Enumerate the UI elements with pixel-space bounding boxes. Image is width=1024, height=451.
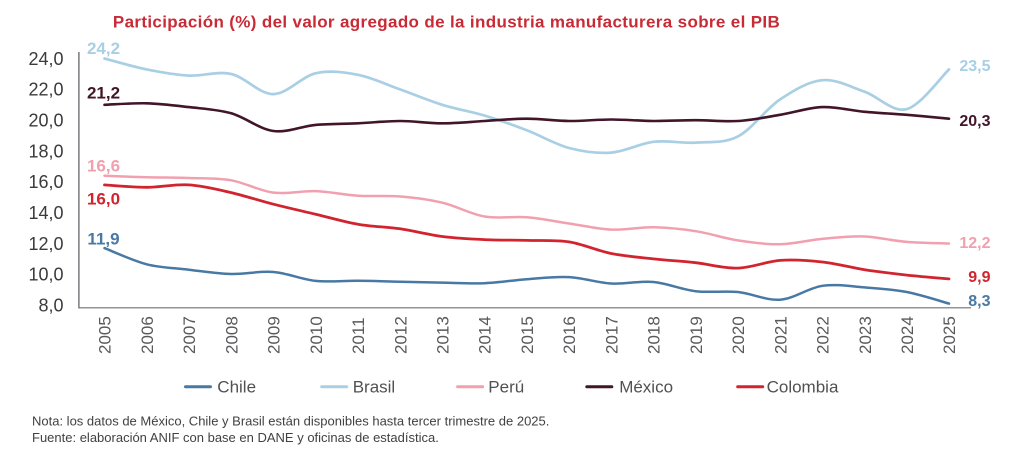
svg-text:2015: 2015	[518, 316, 537, 354]
svg-text:2011: 2011	[349, 317, 368, 354]
svg-text:2005: 2005	[96, 316, 115, 354]
svg-text:8,3: 8,3	[968, 293, 990, 310]
svg-text:2016: 2016	[560, 316, 579, 354]
svg-text:23,5: 23,5	[959, 58, 990, 75]
svg-text:11,9: 11,9	[87, 230, 119, 249]
svg-text:Perú: Perú	[488, 378, 524, 397]
svg-text:Fuente: elaboración ANIF con b: Fuente: elaboración ANIF con base en DAN…	[32, 430, 439, 445]
svg-text:Brasil: Brasil	[353, 378, 396, 397]
svg-text:16,0: 16,0	[28, 172, 63, 192]
svg-text:18,0: 18,0	[28, 141, 63, 161]
svg-text:20,0: 20,0	[28, 111, 63, 131]
svg-text:Nota: los datos de México, Chi: Nota: los datos de México, Chile y Brasi…	[32, 414, 549, 429]
svg-text:2006: 2006	[138, 316, 157, 354]
svg-text:22,0: 22,0	[28, 80, 63, 100]
svg-text:16,0: 16,0	[87, 189, 120, 208]
svg-text:México: México	[619, 378, 673, 397]
svg-text:2024: 2024	[898, 316, 917, 354]
svg-text:2010: 2010	[307, 316, 326, 354]
svg-text:12,2: 12,2	[959, 235, 990, 252]
svg-text:9,9: 9,9	[968, 269, 990, 286]
svg-text:2023: 2023	[856, 316, 875, 354]
svg-text:24,2: 24,2	[87, 39, 120, 58]
svg-text:2021: 2021	[771, 316, 790, 354]
svg-text:2022: 2022	[814, 316, 833, 354]
svg-text:8,0: 8,0	[38, 295, 63, 315]
svg-text:2019: 2019	[687, 316, 706, 354]
svg-text:2017: 2017	[602, 316, 621, 354]
svg-text:2013: 2013	[434, 316, 453, 354]
svg-text:2009: 2009	[265, 316, 284, 354]
svg-text:2007: 2007	[180, 316, 199, 354]
svg-text:Chile: Chile	[217, 378, 256, 397]
svg-text:21,2: 21,2	[87, 84, 120, 103]
svg-text:2020: 2020	[729, 316, 748, 354]
svg-text:Colombia: Colombia	[767, 378, 839, 397]
svg-text:2018: 2018	[645, 316, 664, 354]
svg-text:2014: 2014	[476, 316, 495, 354]
svg-text:12,0: 12,0	[28, 234, 63, 254]
svg-text:20,3: 20,3	[959, 113, 990, 130]
svg-text:Participación (%) del valor ag: Participación (%) del valor agregado de …	[113, 13, 780, 32]
svg-text:16,6: 16,6	[87, 157, 120, 176]
svg-text:2012: 2012	[391, 316, 410, 354]
svg-text:2008: 2008	[222, 316, 241, 354]
svg-text:10,0: 10,0	[28, 265, 63, 285]
svg-text:2025: 2025	[940, 316, 959, 354]
svg-text:14,0: 14,0	[28, 203, 63, 223]
svg-text:24,0: 24,0	[28, 49, 63, 69]
